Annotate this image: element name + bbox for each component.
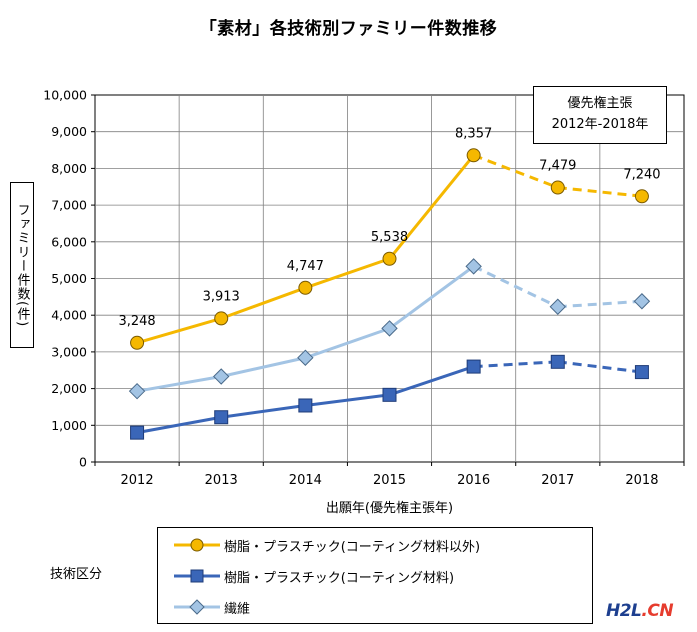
data-label: 4,747 <box>287 259 324 274</box>
x-tick-label: 2016 <box>457 473 490 488</box>
series-line-segment <box>388 265 475 330</box>
y-tick-label: 5,000 <box>51 271 87 286</box>
legend-title: 技術区分 <box>50 567 103 582</box>
period-note-line2: 2012年-2018年 <box>551 117 649 132</box>
period-note: 優先権主張 2012年-2018年 <box>533 86 667 144</box>
data-point-diamond <box>465 258 482 275</box>
series-line-segment <box>220 286 306 320</box>
y-tick-label: 9,000 <box>51 124 87 139</box>
x-tick-label: 2015 <box>373 473 406 488</box>
y-tick-label: 10,000 <box>43 88 87 103</box>
legend-circle-marker-icon <box>174 538 220 552</box>
data-point-diamond <box>213 368 230 385</box>
data-point-circle <box>130 335 145 350</box>
y-tick-label: 1,000 <box>51 418 87 433</box>
x-tick-label: 2013 <box>205 473 238 488</box>
y-tick-label: 6,000 <box>51 234 87 249</box>
y-tick-label: 3,000 <box>51 344 87 359</box>
period-note-line1: 優先権主張 <box>567 96 633 111</box>
data-point-diamond <box>381 320 398 337</box>
watermark-part1: H2L <box>606 601 642 621</box>
legend: 樹脂・プラスチック(コーティング材料以外) 樹脂・プラスチック(コーティング材料… <box>157 527 593 624</box>
legend-diamond-marker-icon <box>174 599 220 615</box>
legend-item-resin-non-coating: 樹脂・プラスチック(コーティング材料以外) <box>158 535 480 555</box>
series-line-segment <box>221 403 306 419</box>
series-line-segment <box>305 393 390 407</box>
y-tick-label: 2,000 <box>51 381 87 396</box>
legend-label-resin-coating: 樹脂・プラスチック(コーティング材料) <box>224 570 455 586</box>
legend-item-resin-coating: 樹脂・プラスチック(コーティング材料) <box>158 566 454 586</box>
data-point-square <box>214 410 229 425</box>
data-point-square <box>298 398 313 413</box>
data-point-square <box>382 387 397 402</box>
data-point-diamond <box>128 382 146 400</box>
data-point-diamond <box>549 298 566 315</box>
series-line-segment <box>136 415 222 435</box>
data-point-diamond <box>633 293 651 310</box>
legend-item-fiber: 繊維 <box>158 597 250 617</box>
x-tick-label: 2017 <box>541 473 574 488</box>
data-point-circle <box>550 180 565 195</box>
series-line-segment <box>136 375 222 393</box>
data-point-diamond <box>297 349 314 366</box>
series-line-segment <box>304 257 390 290</box>
series-line-segment <box>389 365 475 397</box>
series-line-segment <box>136 316 222 345</box>
watermark-part2: .CN <box>641 601 674 621</box>
data-point-square <box>466 359 481 374</box>
series-line-segment <box>473 153 559 189</box>
data-label: 3,248 <box>118 314 155 329</box>
chart-title: 「素材」各技術別ファミリー件数推移 <box>199 19 498 39</box>
y-axis-label: ファミリー件数(件) <box>14 202 30 328</box>
data-point-square <box>634 365 649 380</box>
data-point-circle <box>382 251 397 266</box>
data-point-circle <box>298 280 313 295</box>
y-tick-label: 0 <box>79 455 87 470</box>
legend-label-fiber: 繊維 <box>224 601 251 617</box>
x-tick-label: 2018 <box>625 473 658 488</box>
watermark-logo: H2L.CN <box>606 601 674 621</box>
data-point-circle <box>634 189 649 204</box>
legend-label-resin-non-coating: 樹脂・プラスチック(コーティング材料以外) <box>224 539 481 555</box>
data-label: 7,240 <box>623 167 660 182</box>
data-point-circle <box>214 311 229 326</box>
data-label: 3,913 <box>203 289 240 304</box>
x-axis-label: 出願年(優先権主張年) <box>325 501 454 516</box>
legend-square-marker-icon <box>174 569 220 583</box>
x-tick-label: 2014 <box>289 473 322 488</box>
data-label: 5,538 <box>371 230 408 245</box>
data-point-square <box>550 354 565 369</box>
series-line-segment <box>388 154 475 260</box>
data-point-circle <box>466 148 481 163</box>
data-label: 7,479 <box>539 159 576 174</box>
y-tick-label: 4,000 <box>51 308 87 323</box>
x-tick-label: 2012 <box>121 473 154 488</box>
series-line-segment <box>304 326 390 360</box>
y-tick-label: 7,000 <box>51 198 87 213</box>
data-label: 8,357 <box>455 126 492 141</box>
y-tick-label: 8,000 <box>51 161 87 176</box>
data-point-square <box>130 425 145 440</box>
y-axis-label-box: ファミリー件数(件) <box>10 182 34 348</box>
series-line-segment <box>220 356 306 378</box>
series-line-segment <box>472 265 559 309</box>
